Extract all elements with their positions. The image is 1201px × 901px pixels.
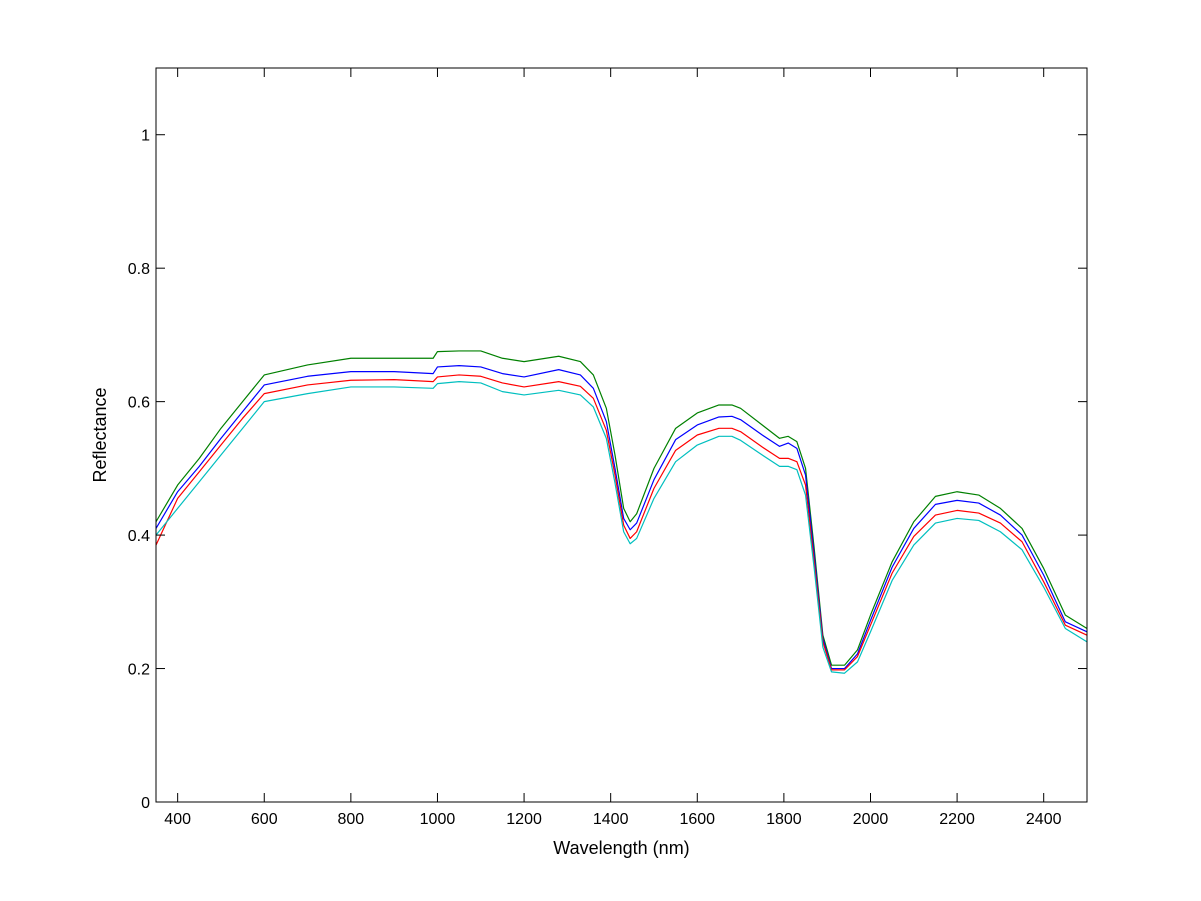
- y-tick-label: 0.6: [128, 395, 150, 412]
- series-layer: [155, 350, 1088, 674]
- x-tick-label: 1200: [506, 811, 542, 828]
- y-tick-label: 0.2: [128, 662, 150, 679]
- ticks-layer: 400 600 800 1000 1200 1400 1600 1800 2000 2200 240…: [128, 68, 1087, 828]
- x-tick-label: 1000: [420, 811, 456, 828]
- x-tick-label: 1800: [766, 811, 802, 828]
- y-axis-label: Reflectance: [90, 387, 110, 482]
- series-line-4: [155, 381, 1088, 674]
- series-line-2: [155, 365, 1088, 670]
- x-tick-label: 800: [338, 811, 365, 828]
- y-tick-label: 0: [141, 795, 150, 812]
- x-tick-label: 2000: [853, 811, 889, 828]
- plot-frame: [155, 67, 1088, 803]
- x-tick-label: 1600: [679, 811, 715, 828]
- y-tick-label: 0.8: [128, 261, 150, 278]
- x-axis-label: Wavelength (nm): [553, 838, 689, 858]
- x-tick-label: 2400: [1026, 811, 1062, 828]
- y-tick-label: 0.4: [128, 528, 150, 545]
- series-line-1: [155, 350, 1088, 666]
- series-line-3: [155, 374, 1088, 671]
- y-tick-label: 1: [141, 128, 150, 145]
- x-tick-label: 400: [164, 811, 191, 828]
- x-tick-label: 2200: [939, 811, 975, 828]
- x-tick-label: 1400: [593, 811, 629, 828]
- x-tick-label: 600: [251, 811, 278, 828]
